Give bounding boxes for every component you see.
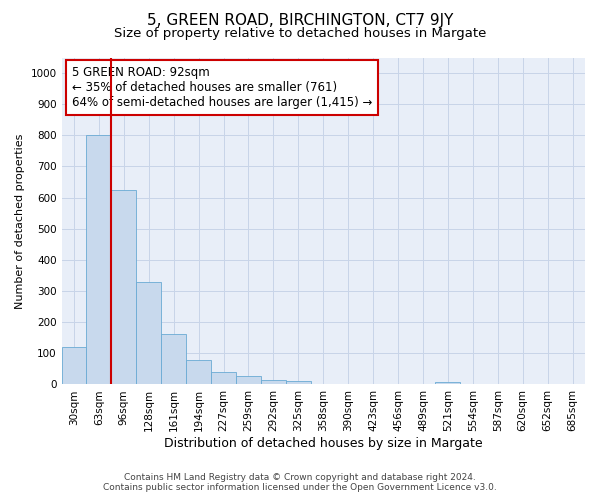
Bar [62,347,86,385]
Bar [236,376,261,384]
Bar [211,372,236,384]
Bar [112,190,136,384]
Bar [136,282,161,385]
Text: 5, GREEN ROAD, BIRCHINGTON, CT7 9JY: 5, GREEN ROAD, BIRCHINGTON, CT7 9JY [147,12,453,28]
Text: 5 GREEN ROAD: 92sqm
← 35% of detached houses are smaller (761)
64% of semi-detac: 5 GREEN ROAD: 92sqm ← 35% of detached ho… [72,66,373,108]
Text: Contains HM Land Registry data © Crown copyright and database right 2024.
Contai: Contains HM Land Registry data © Crown c… [103,473,497,492]
Text: Size of property relative to detached houses in Margate: Size of property relative to detached ho… [114,28,486,40]
Bar [161,334,186,384]
Bar [286,382,311,384]
Bar [186,360,211,384]
Bar [261,380,286,384]
X-axis label: Distribution of detached houses by size in Margate: Distribution of detached houses by size … [164,437,482,450]
Bar [436,382,460,384]
Bar [86,136,112,384]
Y-axis label: Number of detached properties: Number of detached properties [15,134,25,308]
